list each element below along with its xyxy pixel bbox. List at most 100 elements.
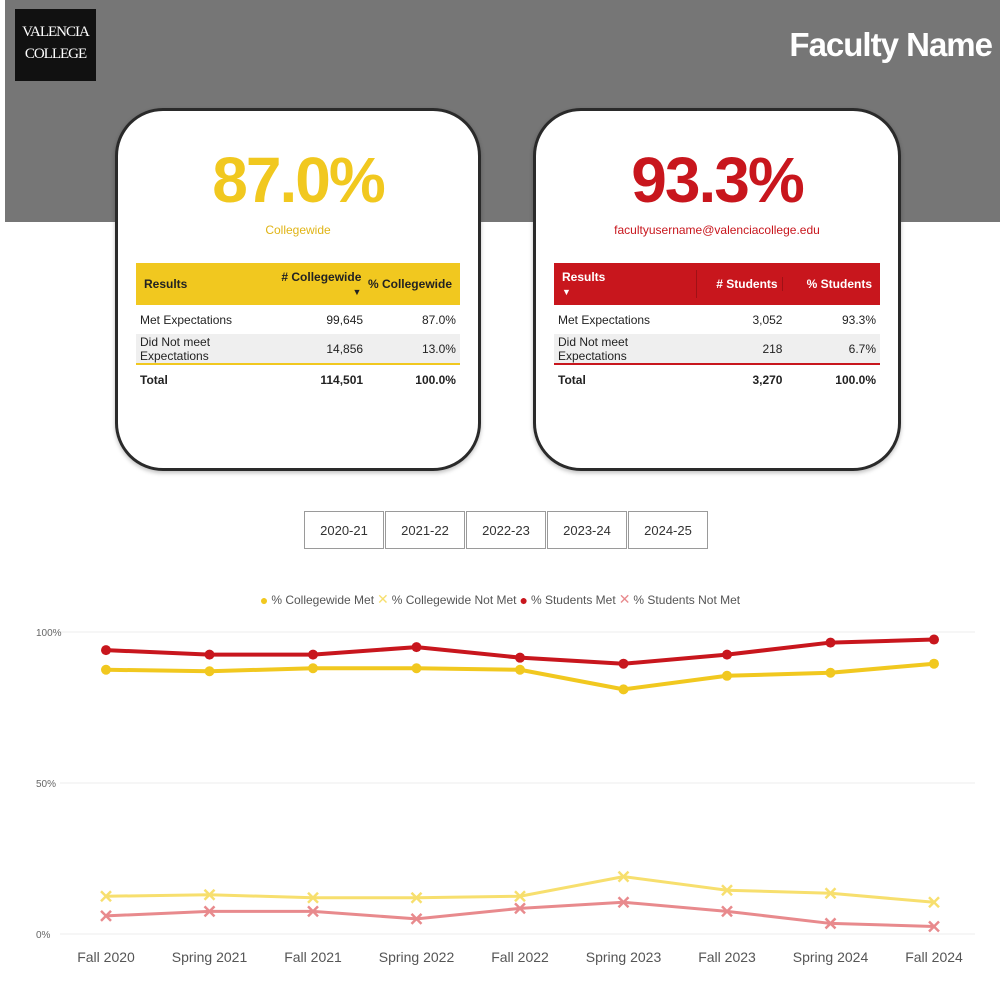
data-point bbox=[203, 905, 216, 918]
left-frame bbox=[0, 0, 5, 1000]
legend-circle-icon: ● bbox=[519, 591, 528, 608]
data-point bbox=[515, 652, 525, 663]
faculty-email: facultyusername@valenciacollege.edu bbox=[614, 223, 820, 237]
row-pct: 13.0% bbox=[421, 341, 456, 356]
students-kpi: 93.3% bbox=[631, 144, 804, 216]
row-label: Did Not meet Expectations bbox=[558, 334, 629, 363]
data-point bbox=[929, 634, 939, 645]
legend-item[interactable]: ●% Students Met bbox=[520, 592, 616, 608]
series-line bbox=[105, 900, 935, 928]
row-count: 14,856 bbox=[326, 341, 364, 356]
data-point bbox=[929, 658, 939, 669]
legend-label: % Collegewide Met bbox=[271, 592, 375, 607]
data-point bbox=[824, 917, 837, 930]
series-line bbox=[105, 875, 935, 904]
row-label: Met Expectations bbox=[140, 312, 233, 327]
year-button-2022-23[interactable]: 2022-23 bbox=[466, 511, 546, 549]
row-pct: 93.3% bbox=[841, 312, 876, 327]
x-tick-label: Spring 2024 bbox=[793, 949, 869, 965]
row-pct: 87.0% bbox=[421, 312, 456, 327]
table-header-row: Results ▼ # Students % Students bbox=[554, 263, 880, 305]
collegewide-subtitle: Collegewide bbox=[265, 223, 331, 237]
data-point bbox=[203, 888, 216, 901]
page-title: Faculty Name bbox=[789, 26, 993, 63]
data-point bbox=[825, 667, 836, 678]
students-card: 93.3% facultyusername@valenciacollege.ed… bbox=[533, 108, 901, 471]
y-tick-label: 0% bbox=[36, 930, 51, 941]
collegewide-table: Results # Collegewide ▼ % Collegewide Met… bbox=[136, 263, 460, 394]
column-header-results[interactable]: Results ▼ bbox=[558, 270, 698, 298]
data-point bbox=[204, 649, 215, 660]
data-point bbox=[617, 896, 630, 909]
data-point bbox=[101, 645, 111, 656]
x-tick-label: Fall 2020 bbox=[77, 949, 135, 965]
data-point bbox=[307, 905, 319, 918]
data-point bbox=[308, 663, 318, 674]
total-count: 3,270 bbox=[752, 372, 783, 387]
data-point bbox=[100, 890, 112, 903]
total-label: Total bbox=[140, 372, 168, 387]
column-header-pct[interactable]: % Students bbox=[806, 277, 872, 291]
column-header-results[interactable]: Results bbox=[144, 277, 188, 291]
row-count: 99,645 bbox=[326, 312, 364, 327]
data-point bbox=[410, 913, 423, 925]
data-point bbox=[101, 664, 111, 675]
column-header-pct[interactable]: % Collegewide bbox=[367, 277, 452, 291]
row-label: Did Not meet Expectations bbox=[140, 334, 211, 363]
collegewide-kpi: 87.0% bbox=[212, 144, 385, 216]
data-point bbox=[514, 902, 526, 915]
row-pct: 6.7% bbox=[848, 341, 876, 356]
table-total-row: Total 3,270 100.0% bbox=[554, 365, 880, 394]
legend-label: % Students Not Met bbox=[633, 592, 741, 607]
legend-item[interactable]: ●% Collegewide Met bbox=[260, 592, 374, 608]
legend-x-icon: ✕ bbox=[618, 591, 631, 607]
legend-x-icon: ✕ bbox=[377, 591, 389, 607]
row-count: 218 bbox=[762, 341, 783, 356]
row-count: 3,052 bbox=[752, 312, 783, 327]
data-point bbox=[824, 887, 837, 900]
legend-circle-icon: ● bbox=[259, 591, 269, 608]
column-header-count[interactable]: # Students bbox=[697, 277, 783, 291]
logo-line-1: VALENCIA bbox=[22, 24, 90, 40]
legend-item[interactable]: ✕% Students Not Met bbox=[619, 591, 740, 608]
x-tick-label: Fall 2023 bbox=[698, 949, 756, 965]
year-button-2020-21[interactable]: 2020-21 bbox=[304, 511, 384, 549]
total-count: 114,501 bbox=[320, 372, 364, 387]
table-row: Did Not meet Expectations 218 6.7% bbox=[554, 334, 880, 365]
data-point bbox=[410, 891, 423, 904]
total-pct: 100.0% bbox=[835, 372, 876, 387]
valencia-college-logo: VALENCIA COLLEGE bbox=[15, 9, 96, 81]
x-tick-label: Spring 2022 bbox=[379, 949, 455, 965]
row-label: Met Expectations bbox=[558, 312, 651, 327]
data-point bbox=[721, 905, 733, 918]
x-tick-label: Fall 2021 bbox=[284, 949, 342, 965]
table-row: Met Expectations 99,645 87.0% bbox=[136, 305, 460, 334]
sort-desc-icon[interactable]: ▼ bbox=[562, 287, 571, 297]
x-tick-label: Fall 2022 bbox=[491, 949, 549, 965]
legend-label: % Students Met bbox=[530, 592, 616, 607]
table-header-row: Results # Collegewide ▼ % Collegewide bbox=[136, 263, 460, 305]
column-header-count[interactable]: # Collegewide ▼ bbox=[280, 270, 362, 298]
sort-desc-icon[interactable]: ▼ bbox=[352, 287, 362, 297]
year-button-2023-24[interactable]: 2023-24 bbox=[547, 511, 627, 549]
data-point bbox=[617, 870, 630, 883]
chart-legend: ●% Collegewide Met ✕% Collegewide Not Me… bbox=[0, 591, 1000, 608]
data-point bbox=[204, 666, 215, 677]
x-tick-label: Spring 2021 bbox=[172, 949, 248, 965]
year-button-2024-25[interactable]: 2024-25 bbox=[628, 511, 708, 549]
total-label: Total bbox=[558, 372, 586, 387]
year-button-2021-22[interactable]: 2021-22 bbox=[385, 511, 465, 549]
column-header-results-label: Results bbox=[562, 270, 606, 284]
data-point bbox=[307, 891, 319, 904]
y-tick-label: 100% bbox=[36, 628, 62, 639]
collegewide-card: 87.0% Collegewide Results # Collegewide ▼… bbox=[115, 108, 481, 471]
x-tick-label: Fall 2024 bbox=[905, 949, 963, 965]
data-point bbox=[514, 890, 526, 903]
students-table: Results ▼ # Students % Students Met Expec… bbox=[554, 263, 880, 394]
data-point bbox=[722, 670, 732, 681]
data-point bbox=[722, 649, 732, 660]
data-point bbox=[100, 909, 112, 922]
line-chart: 100% 50% 0% Fall 2020 Spring 2021 Fall 2021 Sp… bbox=[36, 628, 975, 965]
legend-item[interactable]: ✕% Collegewide Not Met bbox=[377, 591, 516, 608]
y-tick-label: 50% bbox=[36, 779, 56, 790]
